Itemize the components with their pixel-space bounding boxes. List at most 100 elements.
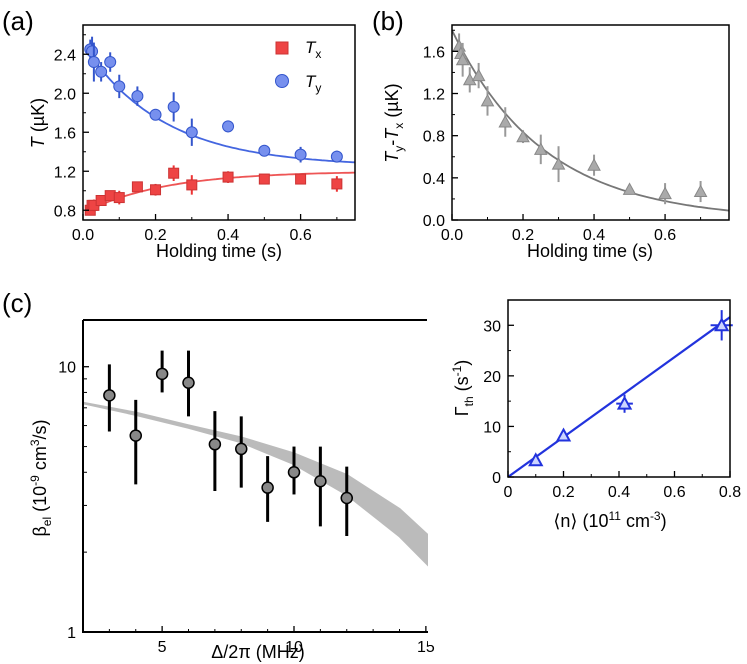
data-point-Ty	[167, 100, 180, 113]
y-tick-label: 20	[483, 369, 501, 386]
data-point-Tx	[295, 173, 307, 185]
data-point-Tx	[186, 179, 198, 191]
fit-line	[507, 316, 731, 478]
y-tick-label: 30	[483, 318, 501, 335]
panel-c: (c) 5 10 15 110 Δ/2π (MHz) βel (10-9 cm3/s…	[2, 288, 505, 662]
panel-a: (a) 0.0 0.2 0.4 0.6 0.8 1.2 1.6 2.0 2.4 Holding…	[2, 6, 356, 261]
x-tick-label: 0.2	[512, 227, 534, 244]
inset-background	[428, 290, 738, 645]
data-point	[287, 466, 301, 479]
y-tick-label: 0.0	[423, 213, 445, 230]
data-point	[555, 427, 572, 442]
panel-b-ylabel: Ty-Tx (µK)	[382, 83, 406, 162]
data-point-Tx	[95, 195, 107, 206]
y-tick-label: 0.8	[54, 203, 76, 220]
data-point-Ty-Tx	[462, 72, 477, 86]
x-tick-label: 0.6	[289, 227, 311, 244]
data-point-Tx	[168, 167, 180, 179]
x-tick-label: 10	[285, 639, 303, 656]
data-point-Ty-Tx	[455, 52, 470, 66]
data-point-Ty-Tx	[587, 158, 601, 171]
y-tick-label: 10	[483, 419, 501, 436]
data-point-Tx	[131, 181, 143, 193]
data-point-Ty-Tx	[551, 157, 566, 170]
x-tick-label: 0.0	[441, 227, 463, 244]
panel-a-xlabel: Holding time (s)	[156, 241, 282, 261]
data-point-Ty-Tx	[622, 182, 637, 195]
panel-c-xlabel: Δ/2π (MHz)	[211, 642, 304, 662]
legend-ty-label: Ty	[305, 72, 321, 95]
data-point-Ty-Tx	[533, 142, 548, 155]
y-tick-label: 1.2	[54, 164, 76, 181]
x-tick-label: 0.8	[719, 484, 741, 501]
y-tick-label: 2.4	[54, 47, 76, 64]
panel-a-frame	[82, 24, 356, 221]
inset-xlabel: ⟨n⟩ (1011 cm-3)	[553, 509, 666, 531]
data-point	[103, 389, 116, 402]
data-point-Ty	[131, 90, 144, 103]
y-tick-label: 2.0	[54, 86, 76, 103]
data-point-Tx	[222, 171, 234, 183]
x-tick-label: 0.6	[654, 227, 676, 244]
y-tick-label: 0.4	[423, 171, 445, 188]
panel-a-ylabel: T (µK)	[28, 98, 48, 148]
y-tick-label: 1.6	[54, 125, 76, 142]
x-tick-label: 0.2	[552, 484, 574, 501]
data-point-Ty-Tx	[498, 114, 513, 128]
data-point-Ty	[87, 56, 100, 69]
data-point-Tx	[258, 173, 270, 185]
data-point	[261, 481, 274, 494]
panel-c-ylabel: βel (10-9 cm3/s)	[28, 419, 54, 536]
panel-a-label: (a)	[2, 6, 34, 36]
data-point-Ty	[104, 56, 117, 69]
data-point-Tx	[331, 178, 343, 190]
data-point-Tx	[113, 192, 125, 204]
x-tick-label: 0	[504, 484, 513, 501]
x-tick-label: 0.0	[72, 227, 94, 244]
x-tick-label: 0.4	[608, 484, 630, 501]
data-point-Ty-Tx	[693, 184, 708, 198]
legend-tx-label: Tx	[305, 38, 321, 61]
data-point	[340, 491, 353, 505]
y-tick-label: 10	[58, 360, 76, 377]
panel-b-xlabel: Holding time (s)	[527, 241, 653, 261]
fit-curve-Ty	[89, 54, 356, 164]
data-point-Ty	[185, 126, 198, 139]
data-point-Ty	[294, 148, 307, 161]
panel-a-legend: Tx Ty	[275, 38, 321, 95]
data-point-Ty-Tx	[658, 186, 672, 200]
x-tick-label: 0.2	[144, 227, 166, 244]
data-point-Ty	[330, 150, 343, 163]
data-point	[314, 475, 327, 488]
data-point-Ty-Tx	[471, 68, 486, 82]
panel-c-label: (c)	[2, 288, 32, 318]
x-tick-label: 5	[158, 639, 167, 656]
data-point-Ty	[149, 108, 162, 121]
data-point-Ty	[86, 45, 99, 58]
data-point-Tx	[104, 190, 116, 202]
y-tick-label: 1.6	[423, 44, 445, 61]
panel-b-label: (b)	[372, 6, 404, 36]
y-tick-label: 1	[67, 625, 76, 642]
panel-b: (b) 0.0 0.2 0.4 0.6 0.0 0.4 0.8 1.2 1.6 Holding…	[372, 6, 730, 261]
data-point	[182, 376, 195, 390]
data-point-Ty	[222, 120, 235, 133]
panel-inset: 0 0.2 0.4 0.6 0.8 0 10 20 30 ⟨n⟩ (1011 cm-3) Γt…	[428, 290, 741, 645]
x-tick-label: 0.6	[663, 484, 685, 501]
x-tick-label: 0.4	[583, 227, 605, 244]
legend-tx-marker	[275, 41, 289, 55]
data-point-Ty	[113, 80, 126, 93]
data-point	[155, 367, 169, 381]
data-point-Ty-Tx	[516, 129, 530, 143]
data-point-Ty	[258, 144, 271, 157]
data-point	[616, 395, 633, 410]
fit-curve-Ty-Tx	[451, 29, 730, 212]
data-point	[208, 438, 222, 451]
data-point-Ty-Tx	[480, 93, 495, 107]
x-tick-label: 0.4	[217, 227, 239, 244]
y-tick-label: 0	[492, 470, 501, 487]
data-point-Ty	[95, 65, 108, 78]
legend-ty-marker	[275, 74, 289, 88]
data-point-Tx	[150, 184, 162, 196]
